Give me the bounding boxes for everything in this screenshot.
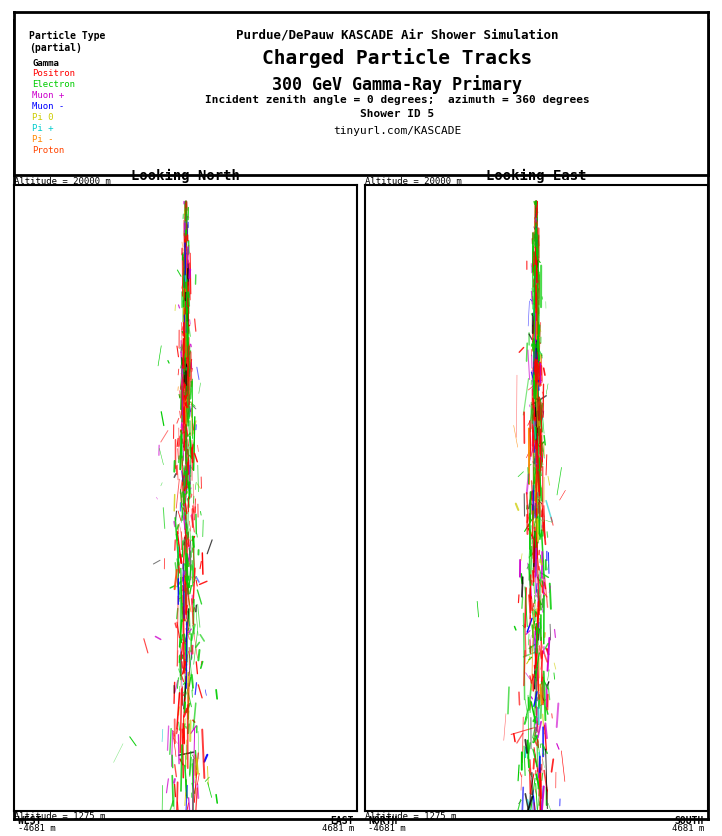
Text: -4681 m: -4681 m xyxy=(18,823,56,833)
Text: Particle Type
(partial): Particle Type (partial) xyxy=(29,31,105,53)
Text: Pi +: Pi + xyxy=(32,124,54,133)
Text: 300 GeV Gamma-Ray Primary: 300 GeV Gamma-Ray Primary xyxy=(272,75,522,94)
Text: 4681 m: 4681 m xyxy=(671,823,704,833)
Text: Incident zenith angle = 0 degrees;  azimuth = 360 degrees: Incident zenith angle = 0 degrees; azimu… xyxy=(205,95,589,105)
Text: Altitude = 20000 m: Altitude = 20000 m xyxy=(14,176,111,186)
Text: Gamma: Gamma xyxy=(32,59,59,68)
Text: Pi 0: Pi 0 xyxy=(32,113,54,122)
Text: 4681 m: 4681 m xyxy=(321,823,354,833)
Text: Charged Particle Tracks: Charged Particle Tracks xyxy=(262,48,532,68)
Text: Positron: Positron xyxy=(32,69,76,79)
Text: -4681 m: -4681 m xyxy=(368,823,406,833)
Text: Pi -: Pi - xyxy=(32,135,54,144)
Text: EAST: EAST xyxy=(330,815,354,825)
Text: Muon -: Muon - xyxy=(32,102,65,111)
Title: Looking East: Looking East xyxy=(486,169,586,183)
Text: WEST: WEST xyxy=(18,815,42,825)
Text: Altitude = 20000 m: Altitude = 20000 m xyxy=(365,176,461,186)
Text: Electron: Electron xyxy=(32,80,76,89)
Text: Altitude = 1275 m: Altitude = 1275 m xyxy=(14,811,106,820)
Text: SOUTH: SOUTH xyxy=(674,815,704,825)
Text: Muon +: Muon + xyxy=(32,91,65,100)
Text: Shower ID 5: Shower ID 5 xyxy=(360,109,434,119)
Text: Altitude = 1275 m: Altitude = 1275 m xyxy=(365,811,456,820)
Title: Looking North: Looking North xyxy=(131,169,240,183)
Text: Proton: Proton xyxy=(32,145,65,155)
Text: Purdue/DePauw KASCADE Air Shower Simulation: Purdue/DePauw KASCADE Air Shower Simulat… xyxy=(236,28,558,42)
Text: tinyurl.com/KASCADE: tinyurl.com/KASCADE xyxy=(333,125,461,135)
Text: NORTH: NORTH xyxy=(368,815,398,825)
